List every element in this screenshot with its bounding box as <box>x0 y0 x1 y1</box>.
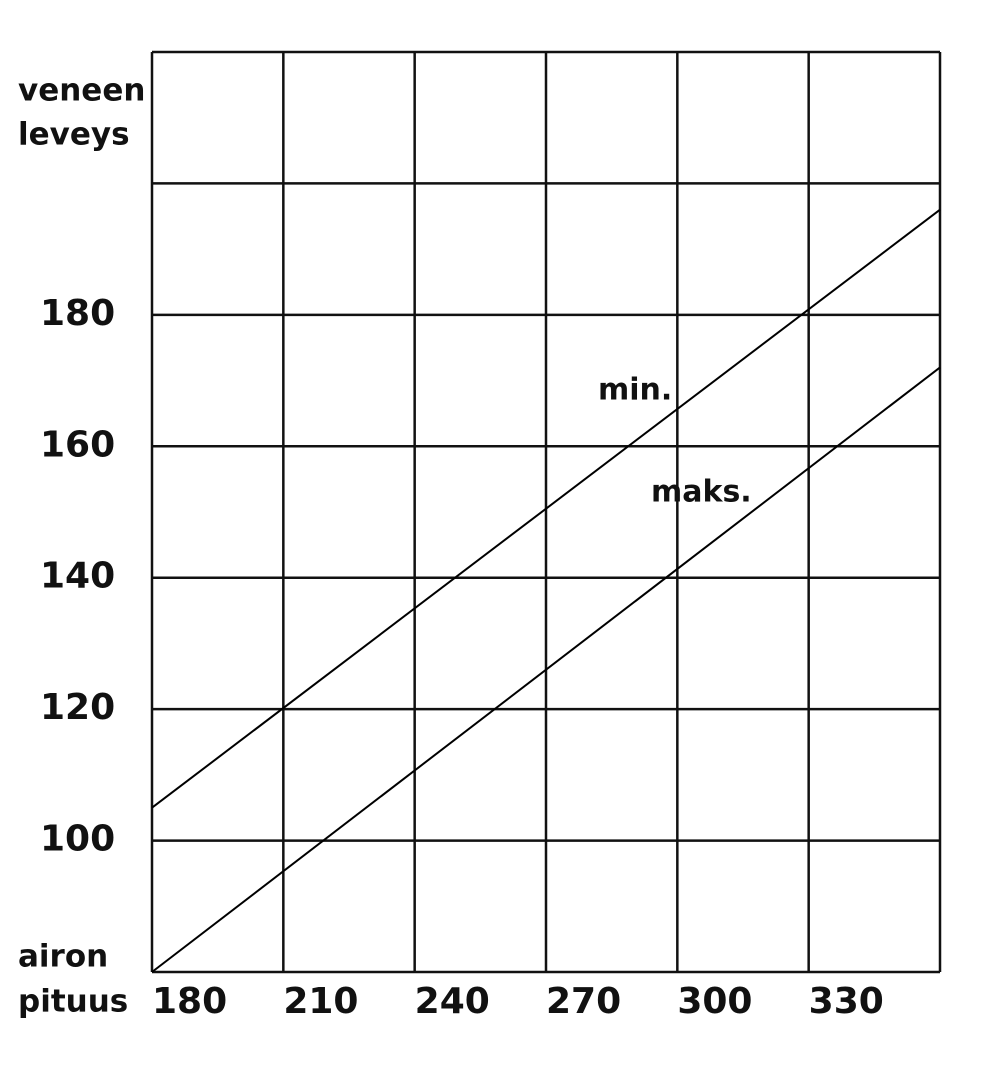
x-tick-label: 180 <box>152 981 227 1022</box>
y-tick-label: 120 <box>40 687 115 728</box>
y-axis-label: veneen <box>18 73 145 109</box>
series-line <box>151 366 941 973</box>
x-tick-label: 330 <box>809 981 884 1022</box>
x-tick-label: 300 <box>677 981 752 1022</box>
x-tick-label: 240 <box>415 981 490 1022</box>
y-axis-label: leveys <box>18 117 130 153</box>
series-line <box>151 208 941 809</box>
series-label: min. <box>598 373 672 408</box>
x-tick-label: 210 <box>283 981 358 1022</box>
y-tick-label: 140 <box>40 556 115 597</box>
x-axis-label: pituus <box>18 984 128 1020</box>
y-tick-label: 100 <box>40 819 115 860</box>
series-label: maks. <box>651 475 752 510</box>
x-tick-label: 270 <box>546 981 621 1022</box>
y-tick-label: 160 <box>40 424 115 465</box>
x-axis-label: airon <box>18 939 108 975</box>
y-tick-label: 180 <box>40 293 115 334</box>
